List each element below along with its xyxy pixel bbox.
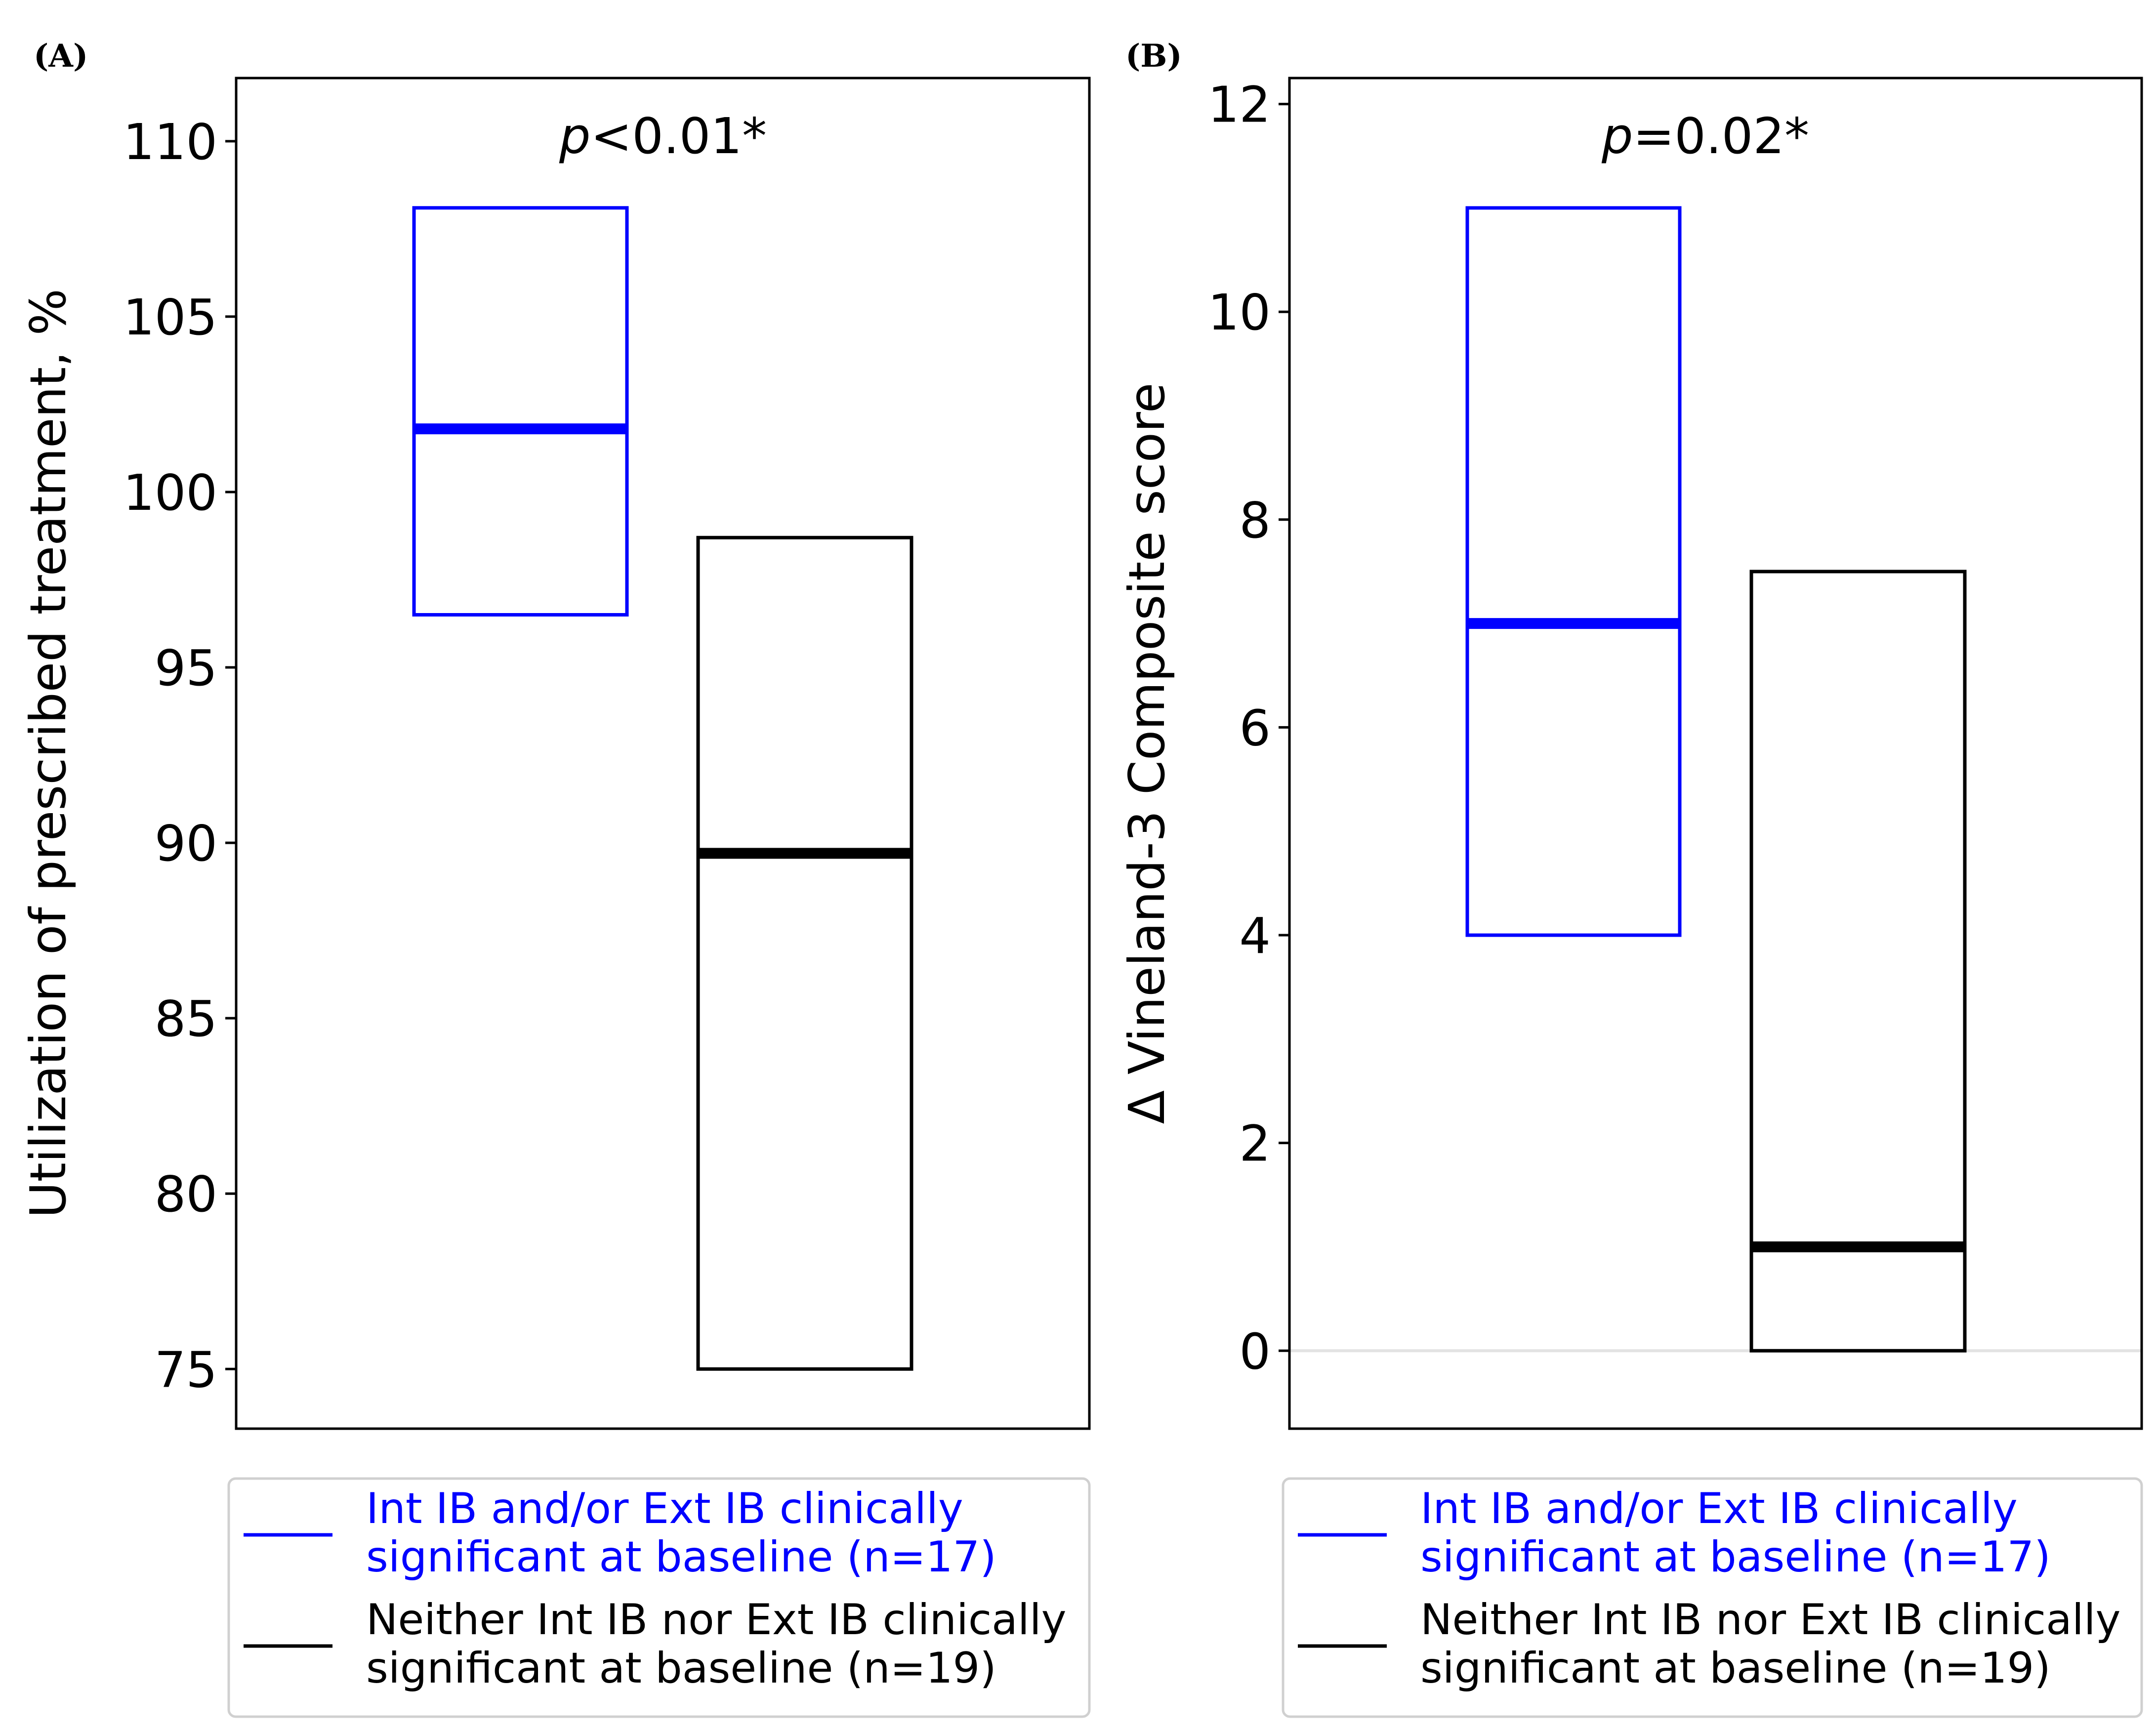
y-tick-label: 6 [1239, 699, 1271, 757]
legend-label-line1: Neither Int IB nor Ext IB clinically [1420, 1595, 2121, 1645]
legend-box [1282, 1477, 2143, 1718]
y-axis-label: Utilization of prescribed treatment, % [19, 288, 77, 1218]
y-tick-label: 4 [1239, 907, 1271, 965]
p-value-text: <0.01* [591, 107, 767, 165]
plot-frame [1288, 77, 2143, 1430]
legend: Int IB and/or Ext IB clinicallysignifica… [227, 1477, 1091, 1718]
box-2 [696, 535, 913, 1371]
p-value-annotation: p=0.02* [1601, 107, 1809, 165]
p-value-text: =0.02* [1633, 107, 1809, 165]
plot-frame [235, 77, 1091, 1430]
panel-label: (A) [34, 38, 88, 75]
panel-b: (B) 0 2 4 6 8 10 12 Δ Vineland-3 Composite score… [1118, 38, 2143, 1718]
legend-label-line2: significant at baseline (n=17) [1420, 1532, 2051, 1582]
legend-label-line2: significant at baseline (n=19) [366, 1644, 996, 1693]
panel-a: (A) 75 80 85 90 95 100 105 110 Utilization of pre… [19, 38, 1091, 1718]
p-value-symbol: p [559, 107, 590, 165]
legend-label-line1: Neither Int IB nor Ext IB clinically [366, 1595, 1067, 1645]
legend: Int IB and/or Ext IB clinicallysignifica… [1282, 1477, 2143, 1718]
box-2 [1749, 570, 1967, 1353]
y-tick-label: 0 [1239, 1322, 1271, 1380]
y-tick-label: 90 [155, 815, 217, 872]
panel-label: (B) [1125, 38, 1182, 75]
p-value-annotation: p<0.01* [559, 107, 767, 165]
p-value-symbol: p [1601, 107, 1633, 165]
legend-box [227, 1477, 1091, 1718]
y-tick-label: 105 [123, 288, 217, 346]
legend-label-line2: significant at baseline (n=19) [1420, 1644, 2051, 1693]
y-tick-label: 100 [123, 464, 217, 522]
box-1 [412, 206, 629, 617]
legend-label-line2: significant at baseline (n=17) [366, 1532, 996, 1582]
legend-label-line1: Int IB and/or Ext IB clinically [1420, 1484, 2018, 1533]
y-axis-label: Δ Vineland-3 Composite score [1118, 383, 1176, 1124]
legend-label-line1: Int IB and/or Ext IB clinically [366, 1484, 963, 1533]
y-tick-label: 10 [1208, 284, 1271, 341]
y-tick-label: 85 [155, 990, 217, 1048]
y-tick-label: 95 [155, 639, 217, 697]
y-tick-label: 75 [155, 1341, 217, 1399]
y-tick-label: 80 [155, 1165, 217, 1223]
box-1 [1465, 206, 1682, 937]
y-tick-label: 8 [1239, 492, 1271, 549]
y-tick-label: 110 [123, 113, 217, 171]
y-tick-label: 12 [1208, 76, 1271, 134]
y-tick-label: 2 [1239, 1115, 1271, 1173]
